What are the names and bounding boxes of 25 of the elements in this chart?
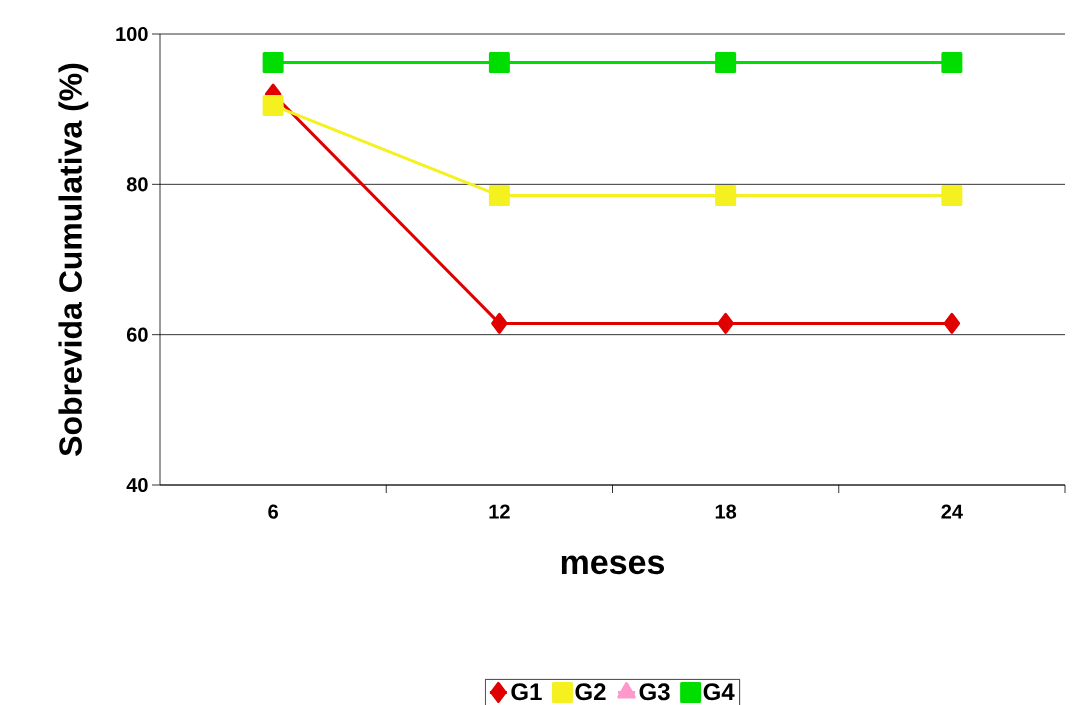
legend-label: G3 bbox=[639, 683, 670, 701]
point bbox=[941, 52, 963, 74]
legend-label: G1 bbox=[511, 683, 542, 701]
point bbox=[262, 94, 284, 116]
point bbox=[715, 185, 737, 207]
x-axis-title: meses bbox=[561, 555, 665, 575]
y-tick-label: 100 bbox=[116, 26, 148, 42]
x-tick-label: 18 bbox=[715, 504, 737, 519]
point bbox=[717, 312, 734, 334]
point bbox=[488, 185, 510, 207]
point bbox=[715, 52, 737, 74]
legend-label: G2 bbox=[575, 683, 606, 701]
y-tick-label: 40 bbox=[126, 477, 148, 493]
y-axis-title: Sobrevida Cumulativa (%) bbox=[58, 63, 89, 456]
x-tick-label: 6 bbox=[268, 504, 278, 519]
legend-label: G4 bbox=[703, 683, 735, 701]
y-tick-label: 60 bbox=[126, 327, 148, 342]
point bbox=[491, 312, 508, 334]
point bbox=[488, 52, 510, 74]
x-tick-label: 12 bbox=[489, 504, 510, 519]
point bbox=[262, 52, 284, 74]
x-tick-label: 24 bbox=[941, 504, 963, 519]
point bbox=[943, 312, 961, 334]
y-tick-label: 80 bbox=[126, 177, 148, 192]
point bbox=[941, 185, 963, 207]
